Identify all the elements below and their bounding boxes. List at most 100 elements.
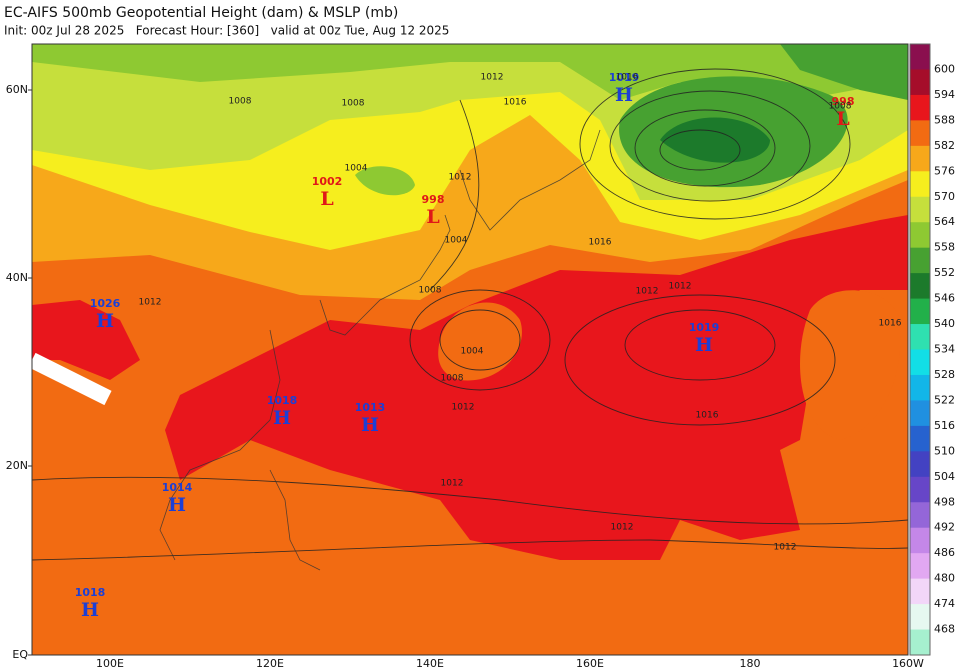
longitude-label: 140E: [416, 657, 444, 670]
colorbar-label: 516: [934, 419, 955, 432]
title: EC-AIFS 500mb Geopotential Height (dam) …: [4, 5, 398, 21]
pressure-center-value: 1014: [162, 481, 193, 494]
pressure-center-symbol: H: [615, 84, 633, 106]
colorbar-cell: [910, 604, 930, 631]
latitude-label: 40N: [6, 271, 28, 284]
pressure-center-symbol: H: [695, 334, 713, 356]
isobar-label: 1012: [441, 479, 464, 489]
longitude-label: 120E: [256, 657, 284, 670]
colorbar-label: 552: [934, 266, 955, 279]
colorbar-label: 546: [934, 292, 955, 305]
pressure-center-symbol: H: [168, 494, 186, 516]
pressure-center-value: 1013: [355, 401, 386, 414]
colorbar-label: 534: [934, 343, 955, 356]
colorbar-cell: [910, 94, 930, 121]
colorbar-label: 528: [934, 368, 955, 381]
colorbar-cell: [910, 247, 930, 274]
colorbar-frame: [909, 43, 931, 656]
colorbar-cell: [910, 222, 930, 249]
isobar-label: 1012: [481, 73, 504, 83]
pressure-center-value: 1002: [312, 175, 343, 188]
isobar-label: 1016: [504, 98, 527, 108]
longitude-label: 180: [740, 657, 761, 670]
colorbar-label: 564: [934, 215, 955, 228]
isobar-label: 1012: [452, 403, 475, 413]
colorbar-cell: [910, 273, 930, 300]
colorbar-label: 594: [934, 88, 955, 101]
pressure-center-value: 1026: [90, 297, 121, 310]
pressure-center-symbol: H: [361, 414, 379, 436]
colorbar-cell: [910, 349, 930, 376]
isobar-label: 1012: [669, 282, 692, 292]
isobar-label: 1008: [342, 99, 365, 109]
colorbar-cell: [910, 553, 930, 580]
colorbar-label: 522: [934, 393, 955, 406]
colorbar-cell: [910, 400, 930, 427]
isobar-label: 1004: [461, 347, 484, 357]
pressure-center-value: 998: [832, 95, 855, 108]
isobar-label: 1012: [774, 543, 797, 553]
pressure-center-symbol: L: [836, 108, 849, 130]
colorbar-cell: [910, 502, 930, 529]
isobar-label: 1016: [589, 238, 612, 248]
colorbar-cell: [910, 578, 930, 605]
isobar-label: 1004: [445, 236, 468, 246]
colorbar-cell: [910, 69, 930, 96]
colorbar-label: 558: [934, 241, 955, 254]
colorbar-label: 468: [934, 623, 955, 636]
colorbar-cell: [910, 527, 930, 554]
colorbar-label: 576: [934, 164, 955, 177]
longitude-label: 100E: [96, 657, 124, 670]
pressure-center-value: 1018: [267, 394, 298, 407]
colorbar-cell: [910, 44, 930, 70]
pressure-center-symbol: H: [81, 599, 99, 621]
pressure-center-symbol: L: [320, 188, 333, 210]
colorbar-cell: [910, 324, 930, 350]
colorbar-cell: [910, 629, 930, 656]
latitude-label: 60N: [6, 83, 28, 96]
isobar-label: 1008: [441, 374, 464, 384]
subtitle: Init: 00z Jul 28 2025 Forecast Hour: [36…: [4, 24, 449, 38]
colorbar-label: 600: [934, 62, 955, 75]
isobar-label: 1012: [636, 287, 659, 297]
colorbar-cell: [910, 196, 930, 223]
colorbar-label: 492: [934, 521, 955, 534]
isobar-label: 1008: [419, 286, 442, 296]
colorbar-cell: [910, 374, 930, 401]
colorbar-cell: [910, 120, 930, 147]
colorbar-cell: [910, 171, 930, 198]
colorbar-label: 486: [934, 546, 955, 559]
colorbar-label: 498: [934, 495, 955, 508]
colorbar-cell: [910, 451, 930, 478]
isobar-label: 1004: [345, 164, 368, 174]
pressure-center-symbol: L: [426, 206, 439, 228]
isobar-label: 1016: [879, 319, 902, 329]
colorbar-label: 510: [934, 444, 955, 457]
longitude-label: 160W: [892, 657, 924, 670]
pressure-center-value: 1018: [75, 586, 106, 599]
colorbar-cell: [910, 476, 930, 503]
colorbar-label: 474: [934, 597, 955, 610]
colorbar-label: 504: [934, 470, 955, 483]
colorbar-label: 582: [934, 139, 955, 152]
colorbar-cell: [910, 425, 930, 452]
map-field: [32, 44, 908, 655]
map-frame: [31, 43, 909, 656]
pressure-center-symbol: H: [273, 407, 291, 429]
colorbar-cell: [910, 298, 930, 325]
isobar-label: 1008: [229, 97, 252, 107]
colorbar: 600 594 588 582 576 570 564 558 552 546 540 534 528 5…: [909, 43, 955, 656]
isobar-label: 1016: [696, 411, 719, 421]
isobar-label: 1008: [829, 102, 852, 112]
colorbar-label: 540: [934, 317, 955, 330]
latitude-label: EQ: [12, 648, 28, 661]
isobar-label: 1012: [611, 523, 634, 533]
isobar-label: 1016: [616, 73, 639, 83]
colorbar-label: 480: [934, 572, 955, 585]
pressure-center-value: 1019: [689, 321, 720, 334]
isobar-label: 1012: [449, 173, 472, 183]
pressure-center-symbol: H: [96, 310, 114, 332]
longitude-label: 160E: [576, 657, 604, 670]
